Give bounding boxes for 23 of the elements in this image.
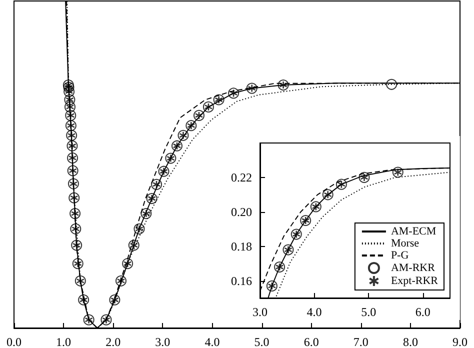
x-tick-label: 4.0	[204, 335, 220, 348]
y-tick-label: 0.18	[231, 239, 252, 254]
legend-label: AM-ECM	[390, 226, 436, 238]
x-tick-label: 5.0	[254, 335, 270, 348]
x-tick-label: 9.0	[452, 335, 468, 348]
x-tick-label: 8.0	[402, 335, 418, 348]
x-tick-label: 2.0	[106, 335, 121, 348]
x-tick-label: 6.0	[415, 305, 430, 319]
x-tick-label: 7.0	[353, 335, 368, 348]
y-tick-label: 0.16	[231, 274, 252, 288]
legend-label: P-G	[390, 250, 409, 262]
y-tick-label: 0.22	[231, 170, 252, 184]
x-tick-label: 3.0	[252, 305, 268, 319]
x-tick-label: 5.0	[361, 305, 376, 319]
legend-label: Expt-RKR	[390, 275, 439, 287]
y-tick-label: 0.20	[231, 204, 252, 219]
legend-label: AM-RKR	[390, 262, 436, 274]
x-tick-label: 0.0	[6, 335, 22, 348]
x-tick-label: 6.0	[304, 335, 319, 348]
x-tick-label: 3.0	[155, 335, 170, 348]
legend-label: Morse	[390, 238, 420, 250]
x-tick-label: 4.0	[306, 305, 322, 319]
x-tick-label: 1.0	[56, 335, 72, 348]
